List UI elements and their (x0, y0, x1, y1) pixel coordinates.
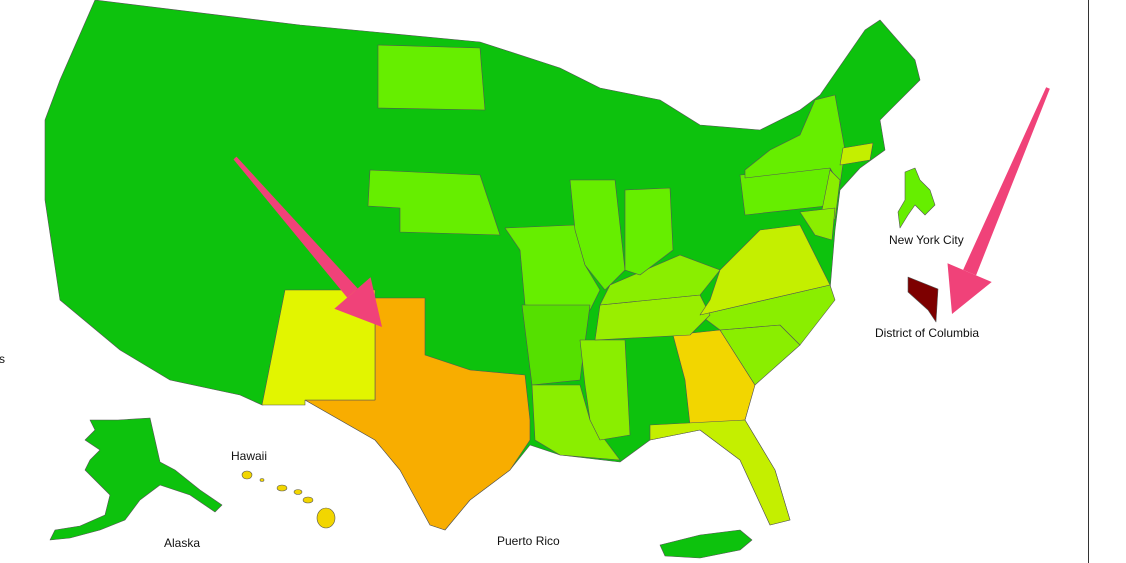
label-cut-off: s (0, 352, 5, 366)
state-mississippi (579, 339, 631, 441)
state-north-dakota (377, 44, 486, 111)
hawaii-island (302, 496, 314, 504)
state-new-jersey (821, 169, 841, 221)
state-indiana (624, 187, 674, 276)
state-louisiana (531, 384, 621, 461)
hawaii-island (259, 478, 265, 482)
hawaii-island (241, 470, 253, 480)
state-illinois (569, 179, 626, 291)
hawaii-island (276, 484, 288, 492)
label-puerto-rico: Puerto Rico (497, 534, 560, 548)
state-kentucky (599, 254, 721, 306)
state-new-mexico (261, 289, 376, 406)
state-nebraska (367, 169, 501, 236)
inset-new-york-city (897, 167, 936, 229)
state-maryland-delaware (799, 207, 836, 241)
frame-border (1088, 0, 1089, 563)
state-connecticut (839, 142, 874, 166)
arrow-pointing-texas (233, 156, 382, 327)
state-florida (649, 419, 791, 526)
state-arkansas (521, 304, 591, 386)
territory-puerto-rico (659, 529, 753, 559)
state-alaska (49, 417, 223, 541)
label-hawaii: Hawaii (231, 449, 268, 463)
state-virginia (699, 224, 831, 316)
arrow-pointing-dc (947, 87, 1050, 314)
inset-district-of-columbia (907, 276, 939, 323)
hawaii-island (293, 489, 303, 495)
hawaii-island (316, 507, 336, 529)
label-district-of-columbia: District of Columbia (875, 326, 980, 340)
label-alaska: Alaska (164, 536, 201, 550)
state-texas (304, 297, 531, 531)
state-new-york (744, 94, 846, 186)
label-new-york-city: New York City (889, 233, 964, 247)
